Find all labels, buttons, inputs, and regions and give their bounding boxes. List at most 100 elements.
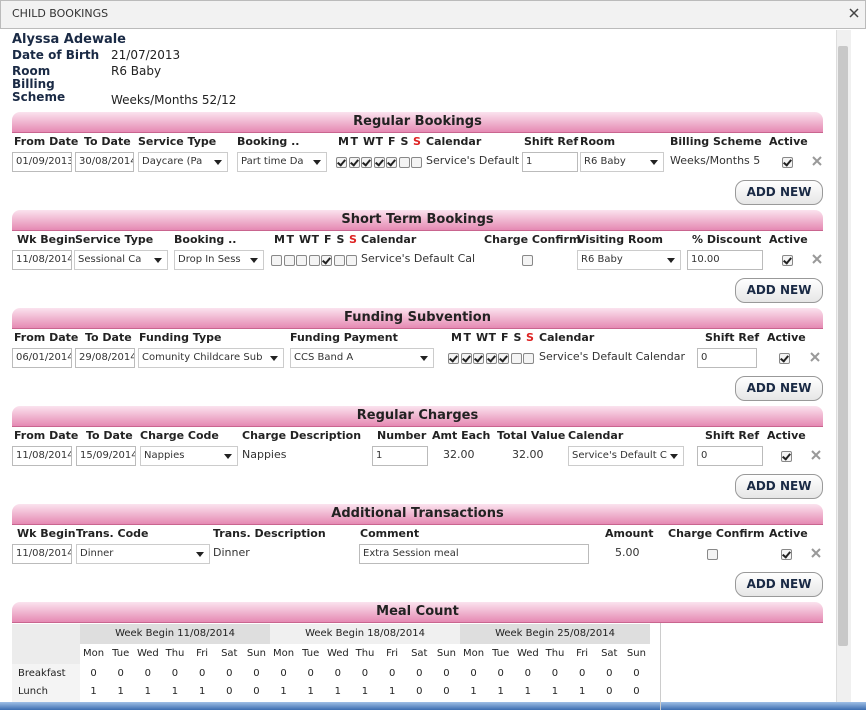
cell-text: Weeks/Months 5 bbox=[670, 154, 761, 167]
add-new-button[interactable]: ADD NEW bbox=[735, 474, 823, 499]
text-input[interactable]: 0 bbox=[697, 348, 757, 368]
text-input[interactable]: Extra Session meal bbox=[359, 544, 589, 564]
day-header: T bbox=[375, 135, 384, 148]
cell-text: 32.00 bbox=[512, 448, 544, 461]
add-new-button[interactable]: ADD NEW bbox=[735, 278, 823, 303]
day-header: W bbox=[363, 135, 376, 148]
text-input[interactable]: 11/08/2014 bbox=[12, 446, 72, 466]
dropdown[interactable]: CCS Band A bbox=[290, 348, 434, 368]
day-checkbox[interactable] bbox=[348, 157, 360, 168]
column-header: Calendar bbox=[426, 135, 482, 148]
checkbox[interactable] bbox=[782, 157, 793, 168]
day-checkbox[interactable] bbox=[460, 353, 472, 364]
delete-icon[interactable] bbox=[812, 156, 822, 166]
meal-count: 0 bbox=[551, 668, 559, 679]
delete-icon[interactable] bbox=[811, 450, 821, 460]
text-input[interactable]: 11/08/2014 bbox=[12, 250, 72, 270]
day-checkbox[interactable] bbox=[411, 157, 422, 168]
checkbox[interactable] bbox=[781, 451, 792, 462]
text-input[interactable]: 1 bbox=[522, 152, 578, 172]
text-input[interactable]: 0 bbox=[697, 446, 763, 466]
day-checkbox[interactable] bbox=[373, 157, 385, 168]
meal-count: 1 bbox=[307, 686, 314, 697]
dropdown[interactable]: R6 Baby bbox=[580, 152, 664, 172]
column-header: Trans. Code bbox=[76, 527, 149, 540]
add-new-button[interactable]: ADD NEW bbox=[735, 572, 823, 597]
close-button[interactable] bbox=[848, 7, 860, 19]
dropdown[interactable]: Nappies bbox=[140, 446, 238, 466]
day-header: F bbox=[388, 135, 396, 148]
day-header: Thu bbox=[545, 648, 565, 659]
checkbox[interactable] bbox=[779, 353, 790, 364]
column-header: Trans. Description bbox=[213, 527, 326, 540]
column-header: Billing Scheme bbox=[670, 135, 762, 148]
column-header: From Date bbox=[14, 135, 79, 148]
day-checkbox[interactable] bbox=[448, 353, 459, 364]
delete-icon[interactable] bbox=[811, 548, 821, 558]
text-input[interactable]: 10.00 bbox=[687, 250, 763, 270]
day-checkbox[interactable] bbox=[510, 353, 522, 364]
checkbox[interactable] bbox=[781, 549, 792, 560]
meal-count: 0 bbox=[606, 668, 613, 679]
day-checkbox[interactable] bbox=[308, 255, 320, 266]
row-label: Lunch bbox=[12, 682, 80, 702]
column-header: From Date bbox=[14, 429, 79, 442]
section-title: Meal Count bbox=[12, 602, 823, 623]
day-checkbox[interactable] bbox=[321, 255, 332, 266]
dropdown[interactable]: Drop In Sess bbox=[174, 250, 264, 270]
meal-count: 1 bbox=[361, 686, 369, 697]
delete-icon[interactable] bbox=[810, 352, 820, 362]
text-input[interactable]: 01/09/2013 bbox=[12, 152, 72, 172]
day-checkbox[interactable] bbox=[485, 353, 497, 364]
day-header: S bbox=[400, 135, 409, 148]
day-checkbox[interactable] bbox=[523, 353, 534, 364]
day-header: S bbox=[349, 233, 357, 246]
day-checkbox[interactable] bbox=[346, 255, 357, 266]
field-value: 21/07/2013 bbox=[111, 48, 181, 62]
text-input[interactable]: 30/08/2014 bbox=[75, 152, 134, 172]
day-header: Wed bbox=[136, 648, 159, 659]
text-input[interactable]: 11/08/2014 bbox=[12, 544, 72, 564]
add-new-button[interactable]: ADD NEW bbox=[735, 376, 823, 401]
day-header: T bbox=[463, 331, 472, 344]
day-checkbox[interactable] bbox=[271, 255, 282, 266]
day-checkbox[interactable] bbox=[336, 157, 347, 168]
meal-count: 0 bbox=[497, 668, 504, 679]
column-header: Calendar bbox=[361, 233, 417, 246]
dropdown[interactable]: Sessional Ca bbox=[74, 250, 168, 270]
checkbox[interactable] bbox=[522, 255, 533, 266]
dropdown[interactable]: Service's Default C bbox=[568, 446, 684, 466]
checkbox[interactable] bbox=[782, 255, 793, 266]
add-new-button[interactable]: ADD NEW bbox=[735, 180, 823, 205]
dropdown[interactable]: Daycare (Pa bbox=[138, 152, 228, 172]
meal-count: 0 bbox=[307, 668, 314, 679]
scroll-thumb[interactable] bbox=[838, 46, 848, 646]
day-checkbox[interactable] bbox=[473, 353, 484, 364]
day-header: S bbox=[513, 331, 522, 344]
day-checkbox[interactable] bbox=[283, 255, 295, 266]
text-input[interactable]: 15/09/2014 bbox=[76, 446, 136, 466]
day-checkbox[interactable] bbox=[498, 353, 509, 364]
day-header: Wed bbox=[326, 648, 349, 659]
meal-count: 0 bbox=[416, 686, 423, 697]
day-header: W bbox=[299, 233, 312, 246]
day-header: Mon bbox=[273, 648, 295, 659]
day-checkbox[interactable] bbox=[386, 157, 397, 168]
day-checkbox[interactable] bbox=[361, 157, 372, 168]
checkbox[interactable] bbox=[707, 549, 718, 560]
day-checkbox[interactable] bbox=[296, 255, 307, 266]
day-checkbox[interactable] bbox=[333, 255, 345, 266]
dropdown[interactable]: Part time Da bbox=[237, 152, 327, 172]
text-input[interactable]: 29/08/2014 bbox=[75, 348, 135, 368]
dropdown[interactable]: Dinner bbox=[76, 544, 210, 564]
text-input[interactable]: 1 bbox=[372, 446, 428, 466]
dropdown[interactable]: R6 Baby bbox=[577, 250, 681, 270]
day-header: Sat bbox=[221, 648, 238, 659]
dropdown[interactable]: Comunity Childcare Sub bbox=[138, 348, 284, 368]
week-header: Week Begin 18/08/2014 bbox=[270, 624, 460, 644]
day-checkbox[interactable] bbox=[398, 157, 410, 168]
column-header: Funding Type bbox=[139, 331, 222, 344]
delete-icon[interactable] bbox=[812, 254, 822, 264]
text-input[interactable]: 06/01/2014 bbox=[12, 348, 72, 368]
